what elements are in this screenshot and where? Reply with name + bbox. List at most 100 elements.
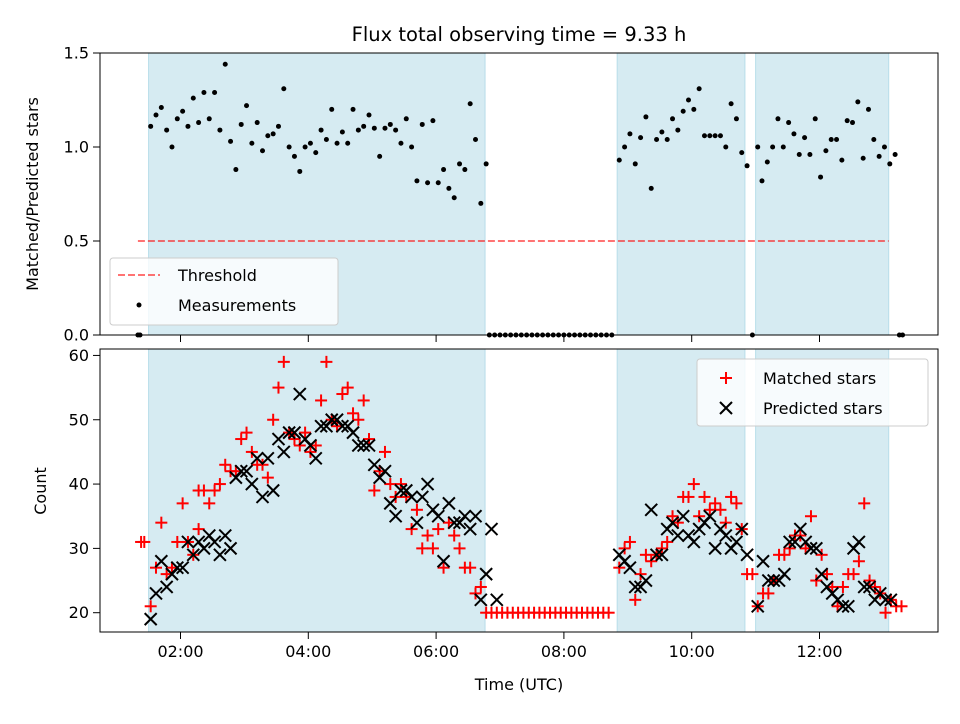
predicted-point bbox=[223, 541, 238, 556]
measurement-point bbox=[228, 138, 234, 144]
measurement-point bbox=[638, 135, 644, 141]
predicted-point bbox=[255, 490, 270, 504]
matched-point bbox=[448, 529, 461, 542]
matched-point bbox=[203, 497, 216, 510]
top-legend: Threshold Measurements bbox=[109, 257, 339, 326]
predicted-point bbox=[287, 425, 302, 440]
x-tick-label: 12:00 bbox=[796, 642, 842, 661]
measurement-point bbox=[244, 103, 250, 109]
y-tick-label: 1.5 bbox=[64, 44, 89, 63]
matched-point bbox=[858, 497, 871, 510]
bottom-axes-frame bbox=[99, 348, 939, 633]
measurement-point bbox=[839, 157, 845, 163]
measurement-point bbox=[350, 106, 356, 112]
matched-point bbox=[426, 542, 439, 555]
measurement-point bbox=[430, 118, 436, 124]
matched-point bbox=[421, 529, 434, 542]
predicted-point bbox=[149, 586, 163, 601]
matched-point bbox=[378, 445, 391, 458]
matched-point bbox=[267, 413, 280, 426]
measurement-point bbox=[260, 148, 266, 154]
measurement-points bbox=[135, 61, 906, 338]
x-axis-label: Time (UTC) bbox=[474, 675, 563, 694]
measurement-point bbox=[686, 97, 692, 103]
predicted-point bbox=[740, 548, 754, 562]
predicted-point bbox=[708, 541, 722, 556]
measurement-point bbox=[654, 136, 660, 142]
predicted-point bbox=[809, 541, 824, 556]
top-axes-frame bbox=[99, 52, 939, 336]
predicted-point bbox=[159, 580, 174, 594]
measurement-point bbox=[791, 131, 797, 137]
measurement-point bbox=[377, 153, 383, 159]
measurement-point bbox=[770, 144, 776, 150]
threshold-legend-label: Threshold bbox=[177, 266, 257, 285]
measurement-point bbox=[622, 144, 628, 150]
measurement-point bbox=[828, 136, 834, 142]
measurement-point bbox=[403, 116, 409, 122]
matched-point bbox=[368, 484, 381, 497]
matched-point bbox=[725, 490, 738, 503]
measurement-point bbox=[382, 125, 388, 131]
predicted-point bbox=[207, 535, 222, 549]
top-x-ticks bbox=[180, 335, 820, 342]
matched-point bbox=[144, 600, 157, 613]
predicted-point bbox=[277, 445, 291, 459]
measurement-point bbox=[323, 136, 329, 142]
predicted-point bbox=[335, 419, 350, 433]
predicted-point bbox=[415, 490, 429, 504]
x-tick-label: 06:00 bbox=[413, 642, 459, 661]
measurement-point bbox=[876, 153, 882, 159]
matched-point bbox=[277, 355, 290, 368]
predicted-point bbox=[735, 522, 749, 536]
matched-point bbox=[474, 580, 487, 593]
matched-point bbox=[661, 535, 674, 548]
chart-title: Flux total observing time = 9.33 h bbox=[352, 23, 687, 46]
predicted-point bbox=[314, 419, 328, 433]
top-y-ticks: 0.0 0.5 1.0 1.5 bbox=[64, 44, 100, 345]
measurement-point bbox=[307, 140, 313, 146]
predicted-point bbox=[782, 535, 797, 549]
measurement-point bbox=[233, 167, 239, 173]
measurement-point bbox=[733, 116, 739, 122]
matched-point bbox=[171, 535, 184, 548]
measurement-point bbox=[462, 167, 468, 173]
predicted-point bbox=[665, 515, 680, 530]
measurement-point bbox=[844, 118, 850, 124]
matched-point bbox=[852, 555, 865, 568]
predicted-point bbox=[490, 593, 504, 607]
predicted-point bbox=[362, 438, 376, 453]
measurement-point bbox=[190, 95, 196, 101]
measurement-point bbox=[892, 152, 898, 158]
matched-point bbox=[208, 484, 221, 497]
measurement-point bbox=[318, 127, 324, 133]
top-panel: 0.0 0.5 1.0 1.5 Matched/Predicted stars Thr… bbox=[23, 44, 939, 345]
measurement-point bbox=[164, 127, 170, 133]
matched-point bbox=[299, 426, 312, 439]
predicted-point bbox=[436, 554, 451, 568]
measurement-point bbox=[860, 155, 866, 161]
measurement-point bbox=[850, 120, 856, 126]
matched-point bbox=[176, 497, 189, 510]
y-tick-label: 1.0 bbox=[64, 138, 89, 157]
predicted-point bbox=[282, 425, 296, 440]
predicted-point bbox=[303, 438, 318, 453]
x-tick-label: 08:00 bbox=[541, 642, 587, 661]
matched-point bbox=[197, 484, 210, 497]
predicted-point bbox=[175, 560, 190, 575]
matched-point bbox=[155, 516, 168, 529]
predicted-point bbox=[814, 567, 829, 581]
measurement-point bbox=[339, 129, 345, 135]
measurement-point bbox=[414, 178, 420, 184]
measurement-point bbox=[451, 195, 457, 201]
measurements-legend-label: Measurements bbox=[178, 296, 296, 315]
predicted-point bbox=[181, 535, 195, 549]
predicted-point bbox=[197, 541, 211, 556]
count-points bbox=[135, 355, 908, 626]
predicted-point bbox=[378, 464, 392, 478]
predicted-point bbox=[213, 548, 227, 562]
bottom-legend-box bbox=[696, 358, 929, 427]
measurement-point bbox=[780, 144, 786, 150]
measurement-point bbox=[158, 105, 164, 111]
measurement-point bbox=[180, 108, 186, 114]
